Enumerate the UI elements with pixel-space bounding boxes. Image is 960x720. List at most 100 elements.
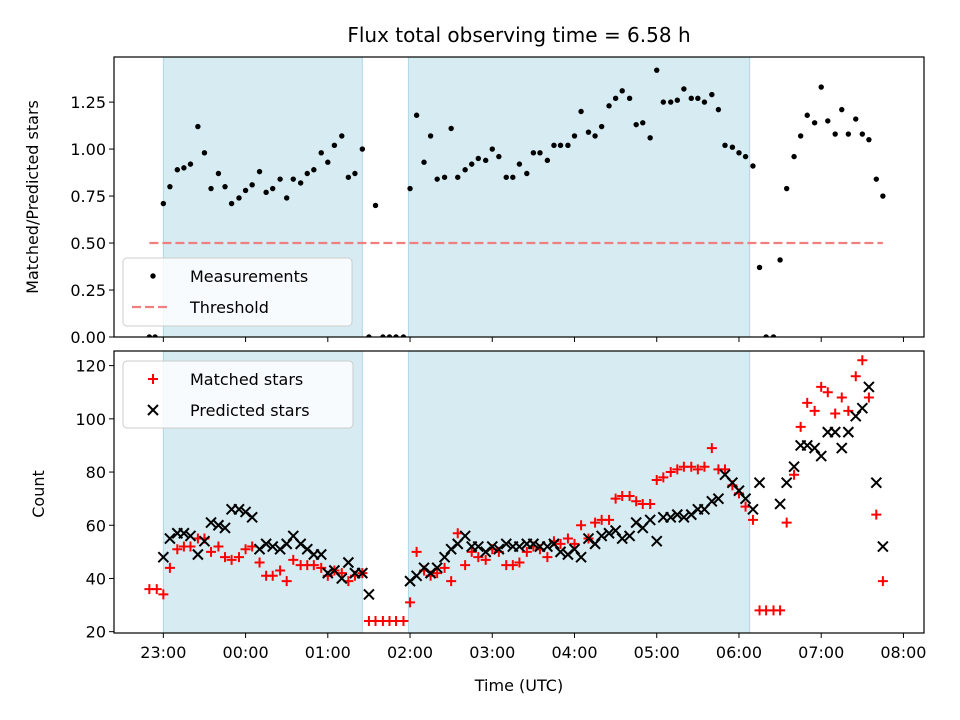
predicted-point: [678, 511, 690, 523]
predicted-point: [267, 540, 279, 553]
matched-point: [822, 387, 833, 398]
matched-point: [185, 541, 196, 552]
x-tick-label: 00:00: [223, 643, 269, 662]
measurement-point: [352, 170, 358, 177]
legend-dot-marker: [150, 273, 156, 279]
predicted-point: [315, 548, 327, 561]
matched-point: [781, 517, 792, 528]
matched-point: [699, 461, 710, 472]
matched-point: [706, 443, 717, 454]
matched-point: [802, 397, 813, 408]
predicted-point: [623, 530, 636, 542]
measurement-point: [434, 176, 440, 182]
measurement-point: [640, 120, 646, 126]
predicted-point: [780, 476, 793, 489]
measurement-point: [413, 112, 420, 118]
x-tick-label: 04:00: [551, 643, 597, 662]
measurement-point: [701, 99, 708, 105]
y-tick-label: 0.75: [70, 187, 106, 206]
predicted-point: [493, 543, 505, 555]
predicted-point: [205, 516, 217, 529]
measurement-point: [160, 200, 167, 207]
measurement-point: [770, 334, 777, 337]
legend-entry: Measurements: [150, 267, 308, 286]
measurement-point: [606, 103, 612, 109]
chart-title: Flux total observing time = 6.58 h: [347, 23, 690, 47]
measurement-point: [311, 167, 317, 173]
predicted-point: [157, 551, 170, 563]
measurement-point: [524, 170, 530, 177]
predicted-point: [651, 535, 663, 547]
measurement-point: [571, 133, 578, 139]
matched-point: [480, 554, 491, 565]
predicted-point: [164, 532, 176, 545]
matched-point: [747, 514, 758, 525]
legend-entry: Predicted stars: [147, 401, 310, 420]
x-tick-label: 01:00: [305, 643, 351, 662]
matched-point: [411, 546, 422, 557]
matched-point: [836, 392, 847, 403]
measurement-point: [256, 168, 263, 175]
x-tick-label: 08:00: [880, 643, 926, 662]
y-tick-label: 1.00: [70, 140, 106, 159]
matched-point: [850, 371, 861, 382]
predicted-point: [788, 461, 800, 473]
predicted-point: [603, 527, 615, 539]
bottom-panel: 20 40 60 80 100 120 23:00 00:00 01:00 02:00 03:00 0…: [75, 350, 926, 662]
measurement-point: [496, 153, 502, 160]
measurement-point: [181, 165, 187, 171]
measurement-point: [811, 120, 818, 126]
measurement-point: [866, 136, 872, 143]
measurement-point: [427, 133, 434, 139]
matched-point: [775, 605, 786, 616]
matched-point: [405, 597, 416, 608]
predicted-point: [198, 535, 211, 547]
matched-point: [590, 517, 601, 528]
x-tick-label: 05:00: [634, 643, 680, 662]
top-panel: 0.00 0.25 0.50 0.75 1.00 1.25 Measurements Thre…: [70, 56, 925, 347]
measurement-point: [393, 334, 399, 337]
legend-label: Matched stars: [190, 370, 303, 389]
measurement-point: [688, 95, 694, 102]
measurement-point: [585, 129, 592, 135]
measurement-point: [797, 133, 804, 139]
measurement-point: [578, 108, 584, 115]
measurement-point: [729, 144, 736, 150]
measurement-point: [236, 195, 242, 201]
measurement-point: [372, 202, 379, 209]
predicted-point: [500, 538, 512, 550]
predicted-point: [184, 530, 197, 542]
predicted-point: [856, 402, 869, 414]
plot-area: [146, 57, 886, 337]
matched-point: [281, 576, 292, 587]
predicted-point: [671, 508, 684, 521]
matched-point: [308, 560, 319, 571]
measurement-point: [249, 182, 255, 188]
predicted-point: [665, 511, 677, 523]
y-tick-label: 0.50: [70, 234, 106, 253]
predicted-point: [233, 503, 245, 515]
matched-point: [562, 533, 573, 544]
measurement-point: [557, 142, 564, 149]
matched-point: [432, 568, 443, 579]
matched-point: [254, 557, 265, 568]
predicted-point: [178, 527, 190, 539]
measurement-point: [222, 183, 228, 190]
matched-point: [288, 554, 299, 565]
top-y-axis-label: Matched/Predicted stars: [23, 100, 42, 294]
shaded-interval: [407, 351, 751, 633]
legend-label: Measurements: [190, 267, 308, 286]
measurement-point: [783, 185, 790, 192]
predicted-point: [336, 572, 348, 585]
measurement-point: [167, 183, 173, 190]
y-tick-label: 100: [75, 410, 106, 429]
matched-point: [877, 576, 888, 587]
measurement-point: [297, 180, 304, 186]
matched-point: [446, 576, 457, 587]
predicted-point: [431, 562, 443, 574]
measurement-point: [654, 67, 660, 73]
measurement-point: [462, 167, 468, 173]
measurement-point: [174, 167, 181, 173]
matched-point: [672, 464, 683, 475]
predicted-point: [192, 548, 204, 561]
